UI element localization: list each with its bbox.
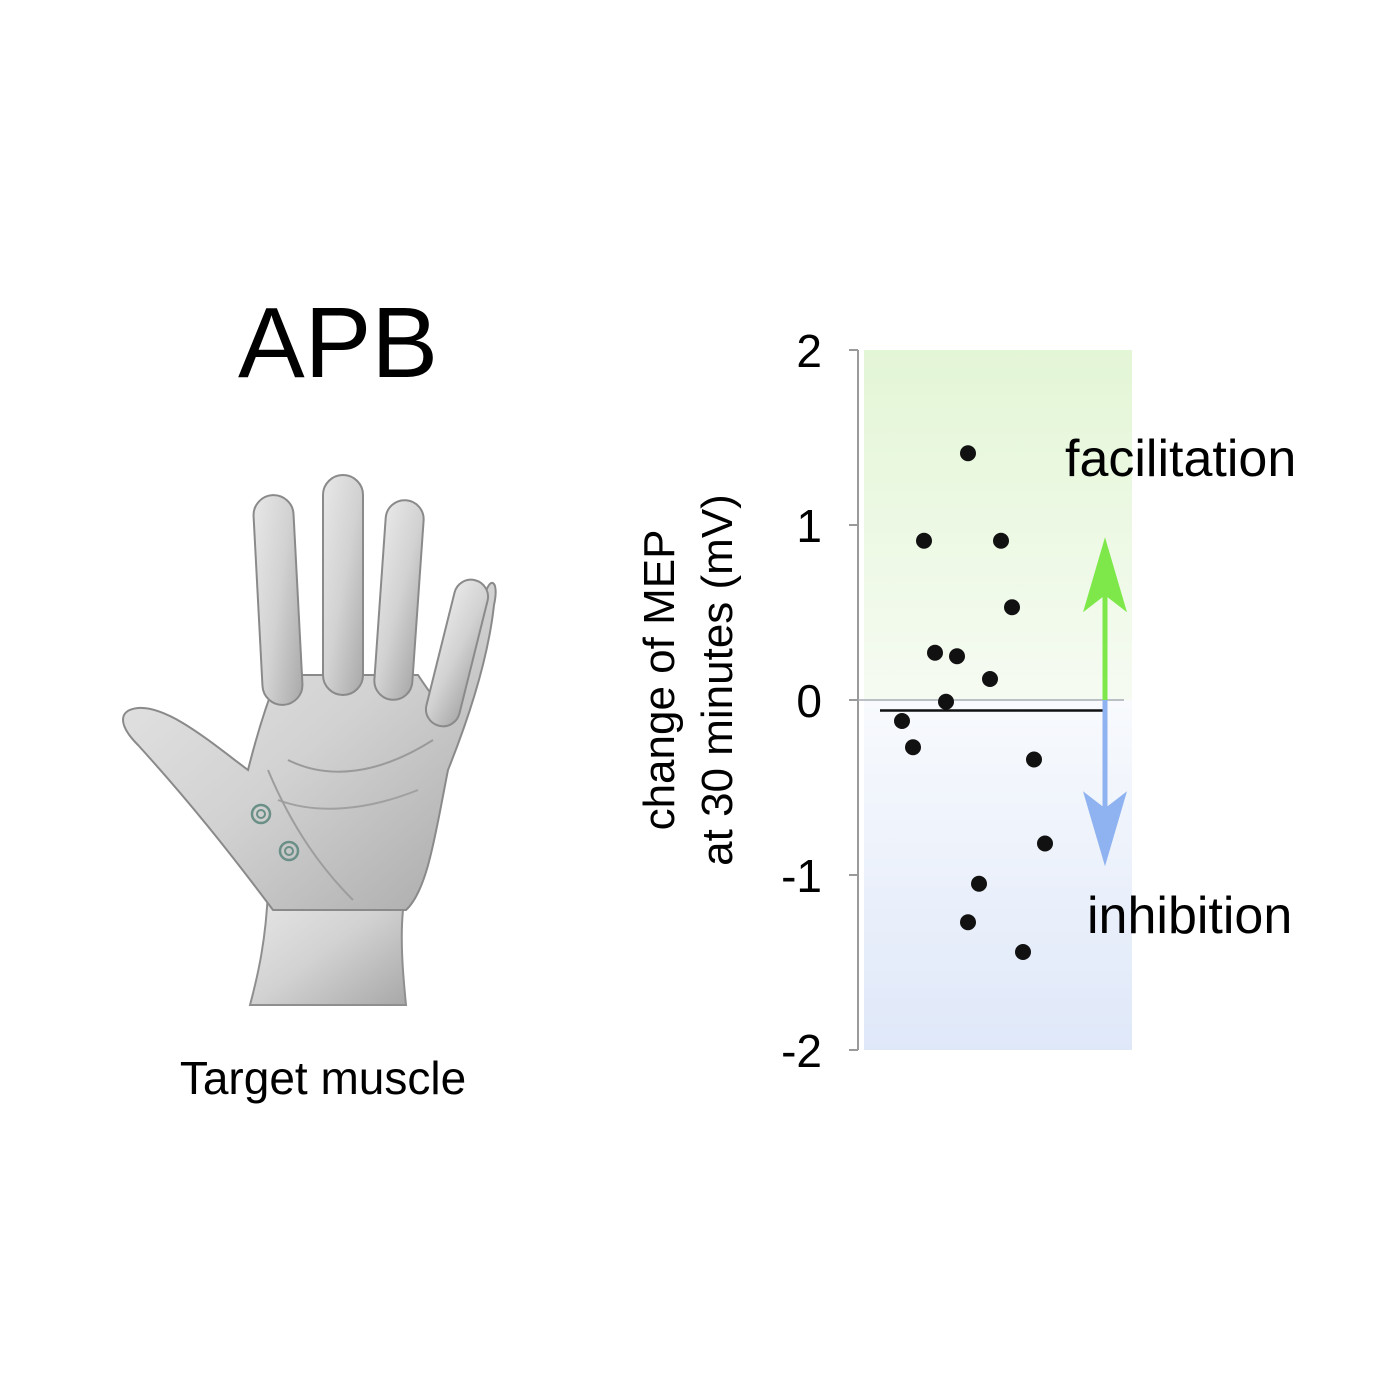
data-point bbox=[1004, 599, 1020, 616]
facilitation-band bbox=[864, 350, 1132, 700]
panel-caption: Target muscle bbox=[179, 1052, 467, 1104]
hand-illustration bbox=[118, 470, 498, 1010]
y-tick-label: 0 bbox=[796, 675, 822, 727]
data-points bbox=[894, 445, 1053, 960]
electrode-marker-icon bbox=[250, 803, 272, 825]
chart-svg: 210-1-2 change of MEP at 30 minutes (mV) … bbox=[635, 325, 1296, 1077]
data-point bbox=[949, 648, 965, 665]
data-point bbox=[938, 693, 954, 710]
data-point bbox=[916, 532, 932, 549]
open-palm-hand-icon bbox=[122, 474, 497, 1006]
y-axis-label: change of MEP at 30 minutes (mV) bbox=[635, 494, 742, 866]
data-point bbox=[982, 671, 998, 687]
data-point bbox=[927, 644, 943, 661]
mep-scatter-chart: 2 1 0 -1 -2 change of MEP at 30 minutes (mV) … bbox=[600, 300, 1380, 1120]
data-point bbox=[894, 713, 910, 729]
y-axis: 2 1 0 -1 -2 bbox=[781, 325, 859, 1077]
y-axis-label-line2: at 30 minutes (mV) bbox=[693, 494, 742, 866]
y-tick-label: 2 bbox=[796, 325, 822, 377]
data-point bbox=[993, 532, 1009, 549]
background-bands bbox=[864, 350, 1132, 1050]
electrode-marker-icon bbox=[278, 840, 300, 862]
data-point bbox=[905, 739, 921, 756]
inhibition-label: inhibition bbox=[1087, 887, 1292, 945]
y-tick-label: 1 bbox=[796, 500, 822, 552]
reference-lines bbox=[858, 699, 1124, 712]
y-tick-label: -1 bbox=[781, 850, 822, 902]
data-point bbox=[960, 445, 976, 462]
panel-title: APB bbox=[237, 287, 439, 399]
data-point bbox=[1015, 944, 1031, 960]
data-point bbox=[1037, 835, 1053, 852]
facilitation-label: facilitation bbox=[1065, 430, 1296, 488]
data-point bbox=[960, 914, 976, 931]
annotations: facilitation inhibition bbox=[1065, 430, 1296, 945]
data-point bbox=[971, 875, 987, 892]
data-point bbox=[1026, 751, 1042, 768]
facilitation-arrow-head bbox=[1083, 537, 1127, 613]
y-axis-label-line1: change of MEP bbox=[635, 530, 684, 831]
inhibition-arrow-head bbox=[1083, 791, 1127, 867]
inhibition-band bbox=[864, 700, 1132, 1050]
y-tick-label: -2 bbox=[781, 1025, 822, 1077]
direction-arrows bbox=[1083, 537, 1127, 867]
